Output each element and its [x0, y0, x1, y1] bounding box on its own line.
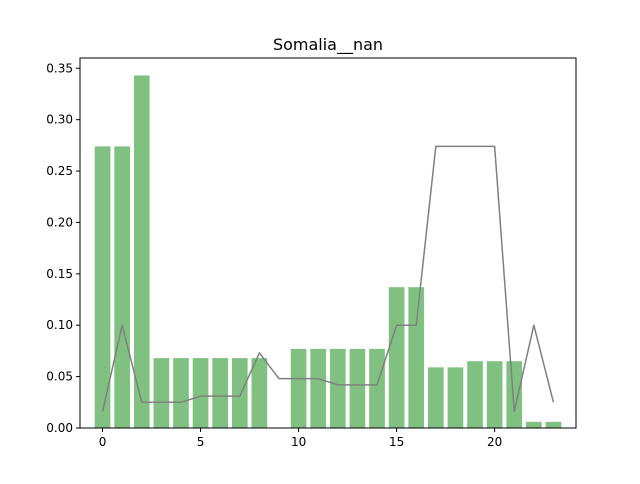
plot-frame: [79, 57, 577, 429]
bar: [153, 358, 170, 428]
bar: [486, 361, 503, 428]
chart-title: Somalia__nan: [273, 35, 383, 55]
y-axis: 0.00 0.05 0.10 0.15 0.20 0.25 0.30 0.35: [46, 61, 80, 435]
bar: [349, 348, 366, 428]
bar: [388, 287, 405, 428]
bar: [310, 348, 327, 428]
line-layer: [101, 145, 555, 413]
y-tick-label: 0.35: [46, 61, 73, 75]
y-tick-label: 0.00: [46, 421, 73, 435]
bars-layer: [94, 75, 562, 428]
bar: [212, 358, 229, 428]
bar: [290, 348, 307, 428]
bar: [133, 75, 150, 428]
bar: [506, 361, 523, 428]
bar: [329, 348, 346, 428]
bar: [192, 358, 209, 428]
x-tick-label: 10: [291, 435, 306, 449]
y-tick-label: 0.20: [46, 215, 73, 229]
y-tick-label: 0.30: [46, 113, 73, 127]
x-tick-label: 20: [487, 435, 502, 449]
x-tick-label: 0: [99, 435, 107, 449]
bar: [114, 146, 130, 428]
x-tick-label: 15: [389, 435, 404, 449]
bar: [526, 421, 542, 428]
x-axis: 0 5 10 15 20: [99, 428, 502, 449]
bar: [94, 146, 111, 428]
bar: [173, 358, 189, 428]
x-tick-label: 5: [197, 435, 205, 449]
bar: [231, 358, 248, 428]
series-line: [101, 145, 555, 413]
bar: [545, 421, 562, 428]
y-tick-label: 0.10: [46, 318, 73, 332]
bar: [467, 361, 483, 428]
bar: [369, 348, 385, 428]
y-tick-label: 0.25: [46, 164, 73, 178]
y-tick-label: 0.15: [46, 267, 73, 281]
bar: [427, 367, 444, 428]
bar: [251, 358, 268, 428]
bar: [408, 287, 425, 428]
y-tick-label: 0.05: [46, 370, 73, 384]
bar: [447, 367, 464, 428]
